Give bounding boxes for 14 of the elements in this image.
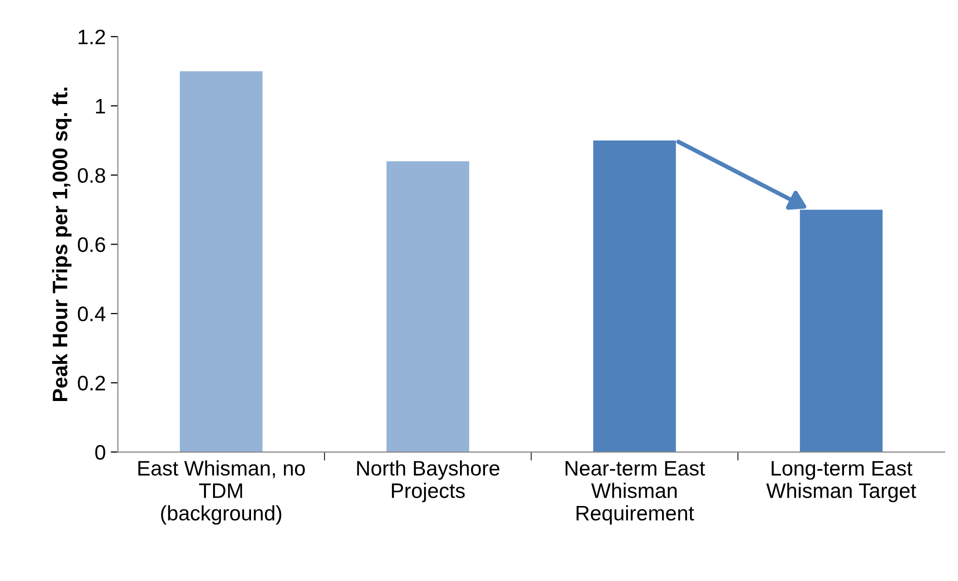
- y-tick-label: 0.8: [78, 168, 106, 183]
- y-tick-label: 0.6: [78, 237, 106, 252]
- x-tick-label: Long-term East Whisman Target: [766, 461, 916, 502]
- y-axis-title: Peak Hour Trips per 1,000 sq. ft.: [52, 88, 72, 401]
- y-tick-label: 0.4: [78, 306, 106, 322]
- x-tick-label: North Bayshore Projects: [357, 460, 500, 502]
- bar: [180, 71, 263, 452]
- x-tick-label: Near-term East Whisman Requirement: [566, 461, 706, 525]
- y-tick-label: 1: [96, 99, 106, 114]
- y-tick-label: 0.2: [78, 376, 105, 391]
- x-tick-label: East Whisman, no TDM (background): [138, 460, 305, 525]
- y-tick-label: 1.2: [78, 30, 105, 44]
- y-tick-label: 0: [95, 445, 106, 460]
- bar: [386, 161, 470, 452]
